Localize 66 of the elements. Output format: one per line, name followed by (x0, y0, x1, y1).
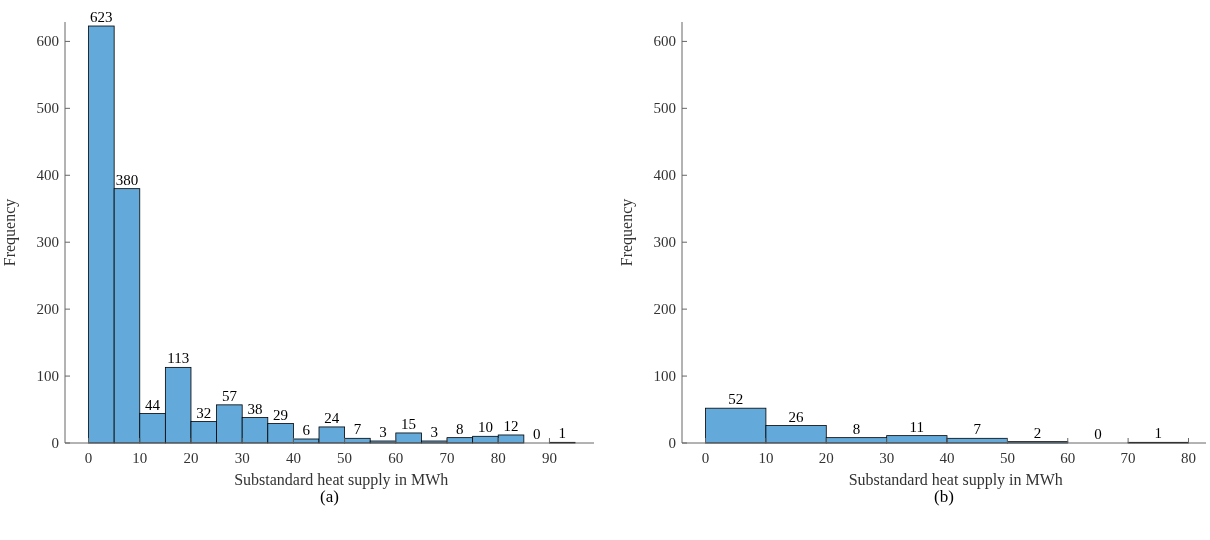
y-tick-label: 400 (653, 167, 676, 184)
y-tick-label: 100 (36, 368, 59, 385)
x-axis-title: Substandard heat supply in MWh (848, 471, 1063, 489)
x-tick-label: 0 (701, 450, 710, 466)
x-tick-label: 90 (541, 450, 557, 466)
data-label: 8 (456, 420, 464, 437)
y-tick-label: 500 (653, 100, 676, 117)
data-label: 0 (532, 426, 541, 442)
data-label: 52 (728, 391, 744, 408)
data-label: 26 (788, 408, 805, 425)
x-tick-label: 20 (183, 450, 199, 466)
data-label: 24 (324, 409, 340, 426)
data-label: 11 (909, 418, 925, 435)
data-label: 6 (302, 421, 311, 438)
x-tick-label: 60 (1060, 450, 1076, 466)
data-label: 12 (503, 417, 519, 434)
data-label: 113 (167, 350, 190, 367)
x-tick-label: 0 (84, 450, 93, 466)
text: (b) (934, 487, 954, 506)
data-label: 2 (1033, 424, 1042, 441)
data-label: 3 (379, 423, 387, 440)
data-label: 1 (558, 425, 566, 442)
x-tick-label: 80 (490, 450, 506, 466)
x-tick-label: 40 (285, 450, 301, 466)
data-label: 3 (430, 423, 438, 440)
data-label: 0 (1094, 426, 1102, 442)
x-tick-label: 10 (758, 450, 774, 466)
y-tick-label: 200 (653, 301, 676, 318)
y-tick-label: 0 (51, 435, 59, 451)
data-label: 7 (353, 421, 362, 438)
y-axis-title: Frequency (1, 198, 19, 267)
x-tick-label: 30 (234, 450, 250, 466)
x-tick-label: 70 (1120, 450, 1136, 466)
data-label: 29 (273, 406, 289, 423)
x-tick-label: 50 (337, 450, 353, 466)
x-tick-label: 60 (388, 450, 404, 466)
x-tick-label: 40 (939, 450, 955, 466)
data-label: 15 (401, 415, 417, 432)
data-label: 32 (196, 404, 212, 421)
x-tick-label: 30 (879, 450, 895, 466)
x-tick-label: 20 (818, 450, 834, 466)
data-label: 1 (1154, 425, 1163, 442)
data-label: 38 (247, 400, 263, 417)
y-tick-label: 500 (36, 100, 59, 117)
y-tick-label: 0 (668, 435, 676, 451)
data-label: 44 (145, 396, 161, 413)
data-label: 623 (90, 9, 113, 26)
y-axis-title: Frequency (618, 198, 636, 267)
x-tick-label: 70 (439, 450, 455, 466)
text: (a) (320, 487, 339, 506)
x-tick-label: 50 (999, 450, 1015, 466)
data-label: 10 (477, 419, 493, 436)
y-tick-label: 600 (36, 33, 59, 50)
data-label: 8 (852, 420, 861, 437)
y-tick-label: 400 (36, 167, 59, 184)
y-tick-label: 100 (653, 368, 676, 385)
data-label: 380 (115, 171, 139, 188)
y-tick-label: 300 (36, 234, 59, 251)
data-label: 57 (221, 387, 238, 404)
y-tick-label: 300 (653, 234, 676, 251)
x-axis-title: Substandard heat supply in MWh (234, 471, 449, 489)
y-tick-label: 200 (36, 301, 59, 318)
x-tick-label: 10 (132, 450, 148, 466)
data-label: 7 (973, 421, 982, 438)
x-tick-label: 80 (1180, 450, 1196, 466)
y-tick-label: 600 (653, 33, 676, 50)
